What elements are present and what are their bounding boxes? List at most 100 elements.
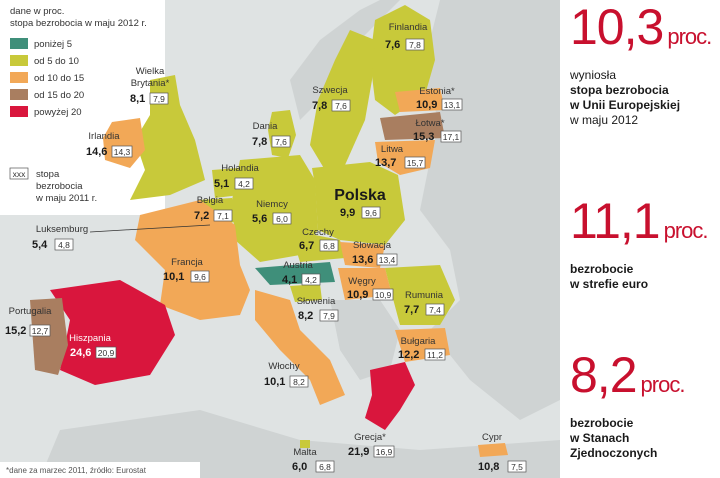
svg-text:Bułgaria: Bułgaria xyxy=(401,336,437,347)
svg-text:Portugalia: Portugalia xyxy=(9,306,52,317)
svg-text:Słowacja: Słowacja xyxy=(353,240,392,251)
svg-text:4,8: 4,8 xyxy=(58,240,70,250)
label-holandia: Holandia 5,1 4,2 xyxy=(214,163,259,190)
label-finlandia: Finlandia 7,6 7,8 xyxy=(385,22,428,51)
stat-euro-number: 11,1 proc. xyxy=(570,196,720,256)
stat-eu: 10,3 proc. wyniosła stopa bezrobocia w Un… xyxy=(570,2,720,128)
svg-text:Austria: Austria xyxy=(283,260,313,271)
label-cypr: Cypr 10,8 7,5 xyxy=(478,432,527,473)
svg-text:10,1: 10,1 xyxy=(163,271,184,283)
label-wegry: Węgry 10,9 10,9 xyxy=(347,276,394,301)
svg-text:6,0: 6,0 xyxy=(292,461,307,473)
svg-text:7,9: 7,9 xyxy=(153,94,165,104)
country-shape-slowacja xyxy=(340,242,385,268)
luksemburg-pointer xyxy=(89,224,211,233)
legend-prev-line-1: stopa xyxy=(36,169,60,180)
svg-text:12,7: 12,7 xyxy=(32,326,49,336)
legend-swatch-1 xyxy=(10,55,28,66)
non-eu-land-norway xyxy=(290,0,400,120)
legend-label-3: od 15 do 20 xyxy=(34,90,84,101)
country-shape-polska xyxy=(312,162,405,245)
svg-text:10,9: 10,9 xyxy=(347,289,368,301)
svg-text:Malta: Malta xyxy=(293,447,317,458)
svg-text:9,6: 9,6 xyxy=(365,208,377,218)
svg-text:Irlandia: Irlandia xyxy=(88,131,120,142)
non-eu-land-balkans xyxy=(330,300,400,380)
label-rumunia: Rumunia 7,7 7,4 xyxy=(404,290,445,316)
label-portugalia: Portugalia 15,2 12,7 xyxy=(5,306,52,337)
label-irlandia: Irlandia 14,6 14,3 xyxy=(86,131,133,158)
stat-eu-line-4: w maju 2012 xyxy=(570,113,639,127)
legend-prev-box xyxy=(9,167,29,180)
svg-text:16,9: 16,9 xyxy=(376,447,393,457)
stat-euro-value: 11,1 xyxy=(570,193,661,249)
svg-text:13,1: 13,1 xyxy=(444,100,461,110)
svg-text:5,6: 5,6 xyxy=(252,213,267,225)
svg-text:Niemcy: Niemcy xyxy=(256,199,288,210)
svg-text:Szwecja: Szwecja xyxy=(312,85,348,96)
svg-text:Estonia*: Estonia* xyxy=(419,86,455,97)
svg-text:21,9: 21,9 xyxy=(348,446,369,458)
svg-text:Łotwa*: Łotwa* xyxy=(415,118,444,129)
label-malta: Malta 6,0 6,8 xyxy=(292,447,335,473)
svg-text:7,7: 7,7 xyxy=(404,304,419,316)
label-austria: Austria 4,1 4,2 xyxy=(282,260,321,286)
country-shape-slowenia xyxy=(290,284,322,302)
stat-usa-unit: proc. xyxy=(640,372,686,397)
svg-text:Hiszpania: Hiszpania xyxy=(69,333,111,344)
svg-text:7,2: 7,2 xyxy=(194,210,209,222)
stat-eu-line-1: wyniosła xyxy=(570,68,617,82)
svg-text:Grecja*: Grecja* xyxy=(354,432,386,443)
svg-text:6,8: 6,8 xyxy=(319,462,331,472)
svg-text:7,9: 7,9 xyxy=(323,311,335,321)
svg-text:10,9: 10,9 xyxy=(375,290,392,300)
svg-text:13,7: 13,7 xyxy=(375,157,396,169)
label-slowenia: Słowenia 8,2 7,9 xyxy=(297,296,339,322)
stat-euro-line-2: w strefie euro xyxy=(570,277,649,291)
svg-text:Włochy: Włochy xyxy=(268,361,299,372)
country-shape-malta xyxy=(300,440,310,448)
legend-prev-line-3: w maju 2011 r. xyxy=(35,193,97,204)
country-shape-hiszpania xyxy=(50,280,175,385)
svg-text:Słowenia: Słowenia xyxy=(297,296,336,307)
europe-unemployment-map: dane w proc. stopa bezrobocia w maju 201… xyxy=(0,0,560,478)
legend-label-2: od 10 do 15 xyxy=(34,73,84,84)
svg-text:Rumunia: Rumunia xyxy=(405,290,444,301)
stat-usa-line-3: Zjednoczonych xyxy=(570,446,658,460)
label-niemcy: Niemcy 5,6 6,0 xyxy=(252,199,292,225)
stat-usa-description: bezrobocie w Stanach Zjednoczonych xyxy=(570,416,720,461)
svg-text:4,1: 4,1 xyxy=(282,274,297,286)
svg-text:15,2: 15,2 xyxy=(5,325,26,337)
svg-text:6,0: 6,0 xyxy=(276,214,288,224)
footnote-background xyxy=(0,462,200,478)
svg-text:15,3: 15,3 xyxy=(413,131,434,143)
country-shape-portugalia xyxy=(30,298,68,375)
label-polska: Polska 9,9 9,6 xyxy=(334,187,386,219)
label-estonia: Estonia* 10,9 13,1 xyxy=(416,86,463,111)
svg-text:7,8: 7,8 xyxy=(409,40,421,50)
svg-text:8,2: 8,2 xyxy=(293,377,305,387)
stat-euro-line-1: bezrobocie xyxy=(570,262,634,276)
svg-text:Finlandia: Finlandia xyxy=(389,22,428,33)
country-shape-grecja xyxy=(365,362,415,430)
svg-text:14,6: 14,6 xyxy=(86,146,107,158)
svg-text:8,2: 8,2 xyxy=(298,310,313,322)
stat-usa: 8,2 proc. bezrobocie w Stanach Zjednoczon… xyxy=(570,350,720,461)
legend-label-1: od 5 do 10 xyxy=(34,56,79,67)
svg-text:5,1: 5,1 xyxy=(214,178,229,190)
country-shape-lotwa xyxy=(380,112,445,140)
svg-text:8,1: 8,1 xyxy=(130,93,145,105)
label-litwa: Litwa 13,7 15,7 xyxy=(375,144,426,169)
svg-text:6,7: 6,7 xyxy=(299,240,314,252)
stat-eu-unit: proc. xyxy=(667,24,712,49)
legend-swatch-2 xyxy=(10,72,28,83)
svg-text:9,9: 9,9 xyxy=(340,207,355,219)
label-lotwa: Łotwa* 15,3 17,1 xyxy=(413,118,462,143)
svg-text:17,1: 17,1 xyxy=(443,132,460,142)
svg-text:13,4: 13,4 xyxy=(379,255,396,265)
legend-swatch-3 xyxy=(10,89,28,100)
label-belgia: Belgia 7,2 7,1 xyxy=(194,195,233,222)
svg-text:7,1: 7,1 xyxy=(217,211,229,221)
legend-label-4: powyżej 20 xyxy=(34,107,82,118)
svg-text:6,8: 6,8 xyxy=(323,241,335,251)
